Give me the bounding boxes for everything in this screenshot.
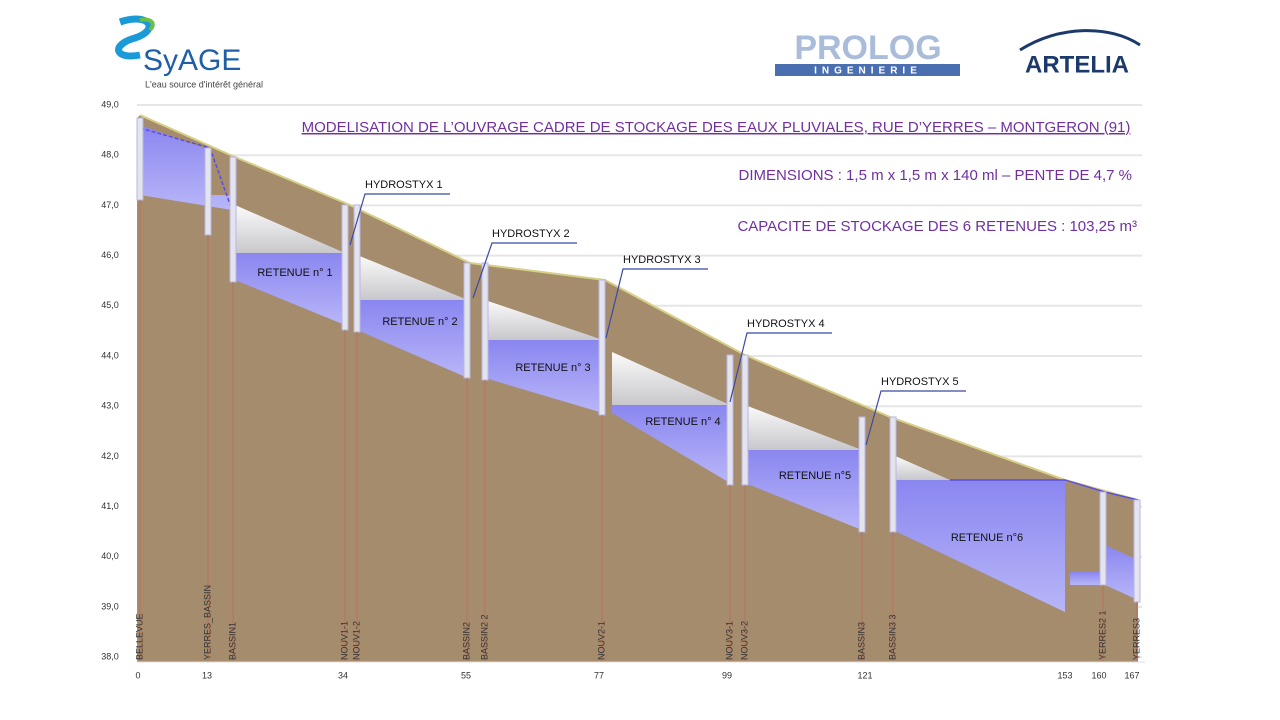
y-label: 38,0 xyxy=(101,652,119,662)
segments xyxy=(235,205,1139,612)
y-label: 39,0 xyxy=(101,601,119,611)
retenue xyxy=(612,405,730,483)
node-label: BASSIN2 xyxy=(461,622,471,660)
shaft xyxy=(1099,491,1107,586)
shaft xyxy=(726,354,734,486)
hydrostyx-label: HYDROSTYX 2 xyxy=(492,228,570,240)
y-label: 46,0 xyxy=(101,250,119,260)
y-label: 44,0 xyxy=(101,350,119,360)
dimensions: DIMENSIONS : 1,5 m x 1,5 m x 140 ml – PE… xyxy=(739,167,1132,184)
y-label: 42,0 xyxy=(101,451,119,461)
x-label: 153 xyxy=(1057,670,1072,680)
artelia-arc xyxy=(1019,29,1141,52)
retenue xyxy=(745,450,862,530)
air xyxy=(357,255,468,300)
y-label: 45,0 xyxy=(101,300,119,310)
shaft xyxy=(598,279,606,416)
y-label: 43,0 xyxy=(101,401,119,411)
air xyxy=(745,405,862,450)
artelia-name: ARTELIA xyxy=(1025,51,1129,78)
shafts xyxy=(136,117,1141,662)
node-label: YERRES3 xyxy=(1131,618,1141,660)
hydrostyx-label: HYDROSTYX 5 xyxy=(881,376,959,388)
syage-name: SyAGE xyxy=(143,44,241,77)
x-label: 167 xyxy=(1124,670,1139,680)
node-label: NOUV3-2 xyxy=(739,621,749,660)
air xyxy=(612,352,730,405)
prolog-name: PROLOG xyxy=(794,29,941,67)
node-label: BASSIN1 xyxy=(227,622,237,660)
air xyxy=(235,205,345,253)
shaft xyxy=(463,262,471,379)
shaft xyxy=(136,117,144,201)
hydrostyx-pointer xyxy=(865,390,966,446)
retenue xyxy=(235,253,345,325)
x-label: 55 xyxy=(461,670,471,680)
y-label: 48,0 xyxy=(101,150,119,160)
retenue-label: RETENUE n° 4 xyxy=(645,416,720,428)
hydrostyx-pointer xyxy=(729,332,832,403)
x-label: 99 xyxy=(722,670,732,680)
node-label: BELLEVUE xyxy=(134,613,144,660)
prolog-sub: INGENIERIE xyxy=(814,66,922,77)
pipe-line xyxy=(950,479,1139,501)
shaft xyxy=(229,156,237,283)
y-label: 41,0 xyxy=(101,501,119,511)
shaft xyxy=(858,416,866,533)
node-label: BASSIN3 xyxy=(856,622,866,660)
shaft xyxy=(889,416,897,533)
pipe xyxy=(1070,572,1103,585)
retenue-label: RETENUE n°5 xyxy=(779,470,851,482)
shaft xyxy=(741,354,749,486)
labels: 49,0 48,0 47,0 46,0 45,0 44,0 43,0 42,0 41,0 40,0… xyxy=(101,99,1141,680)
retenue xyxy=(357,300,468,378)
title: MODELISATION DE L’OUVRAGE CADRE DE STOCK… xyxy=(302,119,1131,136)
retenue-label: RETENUE n° 1 xyxy=(257,267,332,279)
hydrostyx-pointer xyxy=(472,242,577,299)
air xyxy=(485,300,603,340)
hydrostyx-pointer xyxy=(605,268,708,339)
retenue xyxy=(485,340,603,413)
pipe xyxy=(1105,545,1138,600)
node-label: BASSIN3 3 xyxy=(887,614,897,660)
x-label: 77 xyxy=(594,670,604,680)
retenue xyxy=(893,480,1065,612)
node-label: NOUV2-1 xyxy=(596,621,606,660)
x-label: 160 xyxy=(1091,670,1106,680)
syage-tagline: L'eau source d'intérêt général xyxy=(145,79,263,89)
capacity: CAPACITE DE STOCKAGE DES 6 RETENUES : 10… xyxy=(737,218,1137,235)
node-label: NOUV3-1 xyxy=(724,621,734,660)
retenue-label: RETENUE n° 3 xyxy=(515,362,590,374)
hydrostyx-label: HYDROSTYX 4 xyxy=(747,318,825,330)
shaft xyxy=(481,262,489,381)
node-label: BASSIN2 2 xyxy=(479,614,489,660)
x-label: 121 xyxy=(857,670,872,680)
hydrostyx-pointer xyxy=(349,193,450,246)
air xyxy=(893,455,950,480)
syage-logo-leaf xyxy=(139,17,155,32)
shaft xyxy=(341,204,349,331)
x-label: 0 xyxy=(135,670,140,680)
node-label: YERRES2 1 xyxy=(1097,610,1107,660)
hydrostyx-label: HYDROSTYX 1 xyxy=(365,179,443,191)
shaft xyxy=(1133,499,1141,603)
prolog-band xyxy=(775,64,960,76)
x-label: 13 xyxy=(202,670,212,680)
node-label: NOUV1-2 xyxy=(351,621,361,660)
node-label: NOUV1-1 xyxy=(339,621,349,660)
y-label: 49,0 xyxy=(101,99,119,109)
shaft xyxy=(353,204,361,333)
retenue-label: RETENUE n°6 xyxy=(951,532,1023,544)
shaft xyxy=(204,147,212,236)
node-label: YERRES_BASSIN xyxy=(202,585,212,660)
y-label: 40,0 xyxy=(101,551,119,561)
y-label: 47,0 xyxy=(101,200,119,210)
retenue-label: RETENUE n° 2 xyxy=(382,316,457,328)
hydrostyx-label: HYDROSTYX 3 xyxy=(623,254,701,266)
x-label: 34 xyxy=(338,670,348,680)
